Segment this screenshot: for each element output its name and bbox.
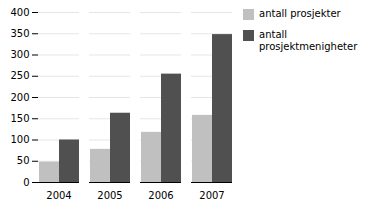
html-text:antall prosjekter: antall prosjekter [259,8,341,19]
svg-text:150: 150 [10,113,29,124]
svg-text:350: 350 [10,28,29,39]
svg-text:250: 250 [10,70,29,81]
svg-text:2006: 2006 [148,190,173,201]
html-text:antall prosjektmenigheter: antall prosjektmenigheter [259,28,358,52]
svg-text:300: 300 [10,49,29,60]
svg-text:400: 400 [10,7,29,18]
svg-text:2005: 2005 [97,190,122,201]
svg-text:200: 200 [10,92,29,103]
svg-text:50: 50 [17,155,30,166]
svg-text:0: 0 [23,177,29,188]
svg-text:100: 100 [10,134,29,145]
svg-text:2004: 2004 [46,190,71,201]
svg-text:2007: 2007 [199,190,224,201]
